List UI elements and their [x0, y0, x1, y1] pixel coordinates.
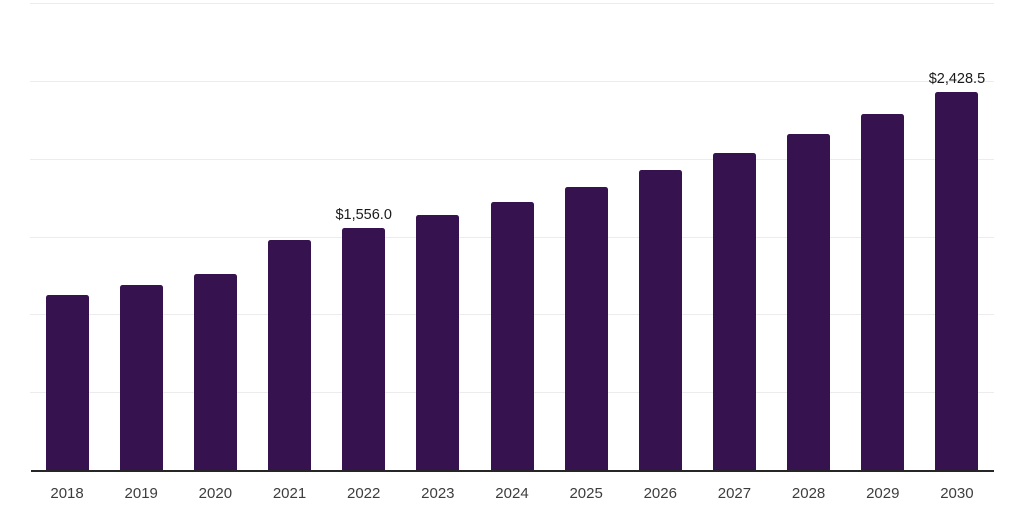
- x-tick-label: 2024: [495, 485, 529, 502]
- gridline: [30, 3, 994, 4]
- bar: [45, 294, 89, 470]
- x-tick-label: 2023: [421, 485, 455, 502]
- bar: [268, 240, 312, 470]
- gridline: [30, 158, 994, 160]
- x-tick-label: 2026: [643, 485, 677, 502]
- bar: [935, 91, 979, 470]
- x-tick-label: 2027: [717, 485, 752, 502]
- gridline: [30, 80, 994, 82]
- bar: [638, 170, 682, 470]
- bar: [787, 133, 831, 470]
- bar: [861, 113, 905, 470]
- x-tick-label: 2028: [791, 485, 826, 502]
- x-tick-label: 2021: [272, 485, 307, 502]
- bar: [490, 202, 534, 470]
- x-tick-label: 2020: [198, 485, 233, 502]
- bar: [193, 274, 237, 470]
- x-tick-label: 2030: [940, 485, 974, 502]
- bar: [342, 227, 386, 470]
- x-tick-label: 2022: [346, 485, 381, 502]
- bar-value-label: $2,428.5: [928, 70, 986, 87]
- x-tick-label: 2029: [866, 485, 900, 502]
- x-axis-line: [31, 470, 994, 472]
- x-tick-label: 2025: [569, 485, 603, 502]
- bar-value-label: $1,556.0: [335, 206, 392, 223]
- bar: [712, 152, 756, 470]
- bar: [564, 186, 608, 470]
- x-tick-label: 2019: [124, 485, 158, 502]
- bar: [119, 284, 163, 470]
- x-tick-label: 2018: [50, 485, 84, 502]
- bar: [416, 215, 460, 470]
